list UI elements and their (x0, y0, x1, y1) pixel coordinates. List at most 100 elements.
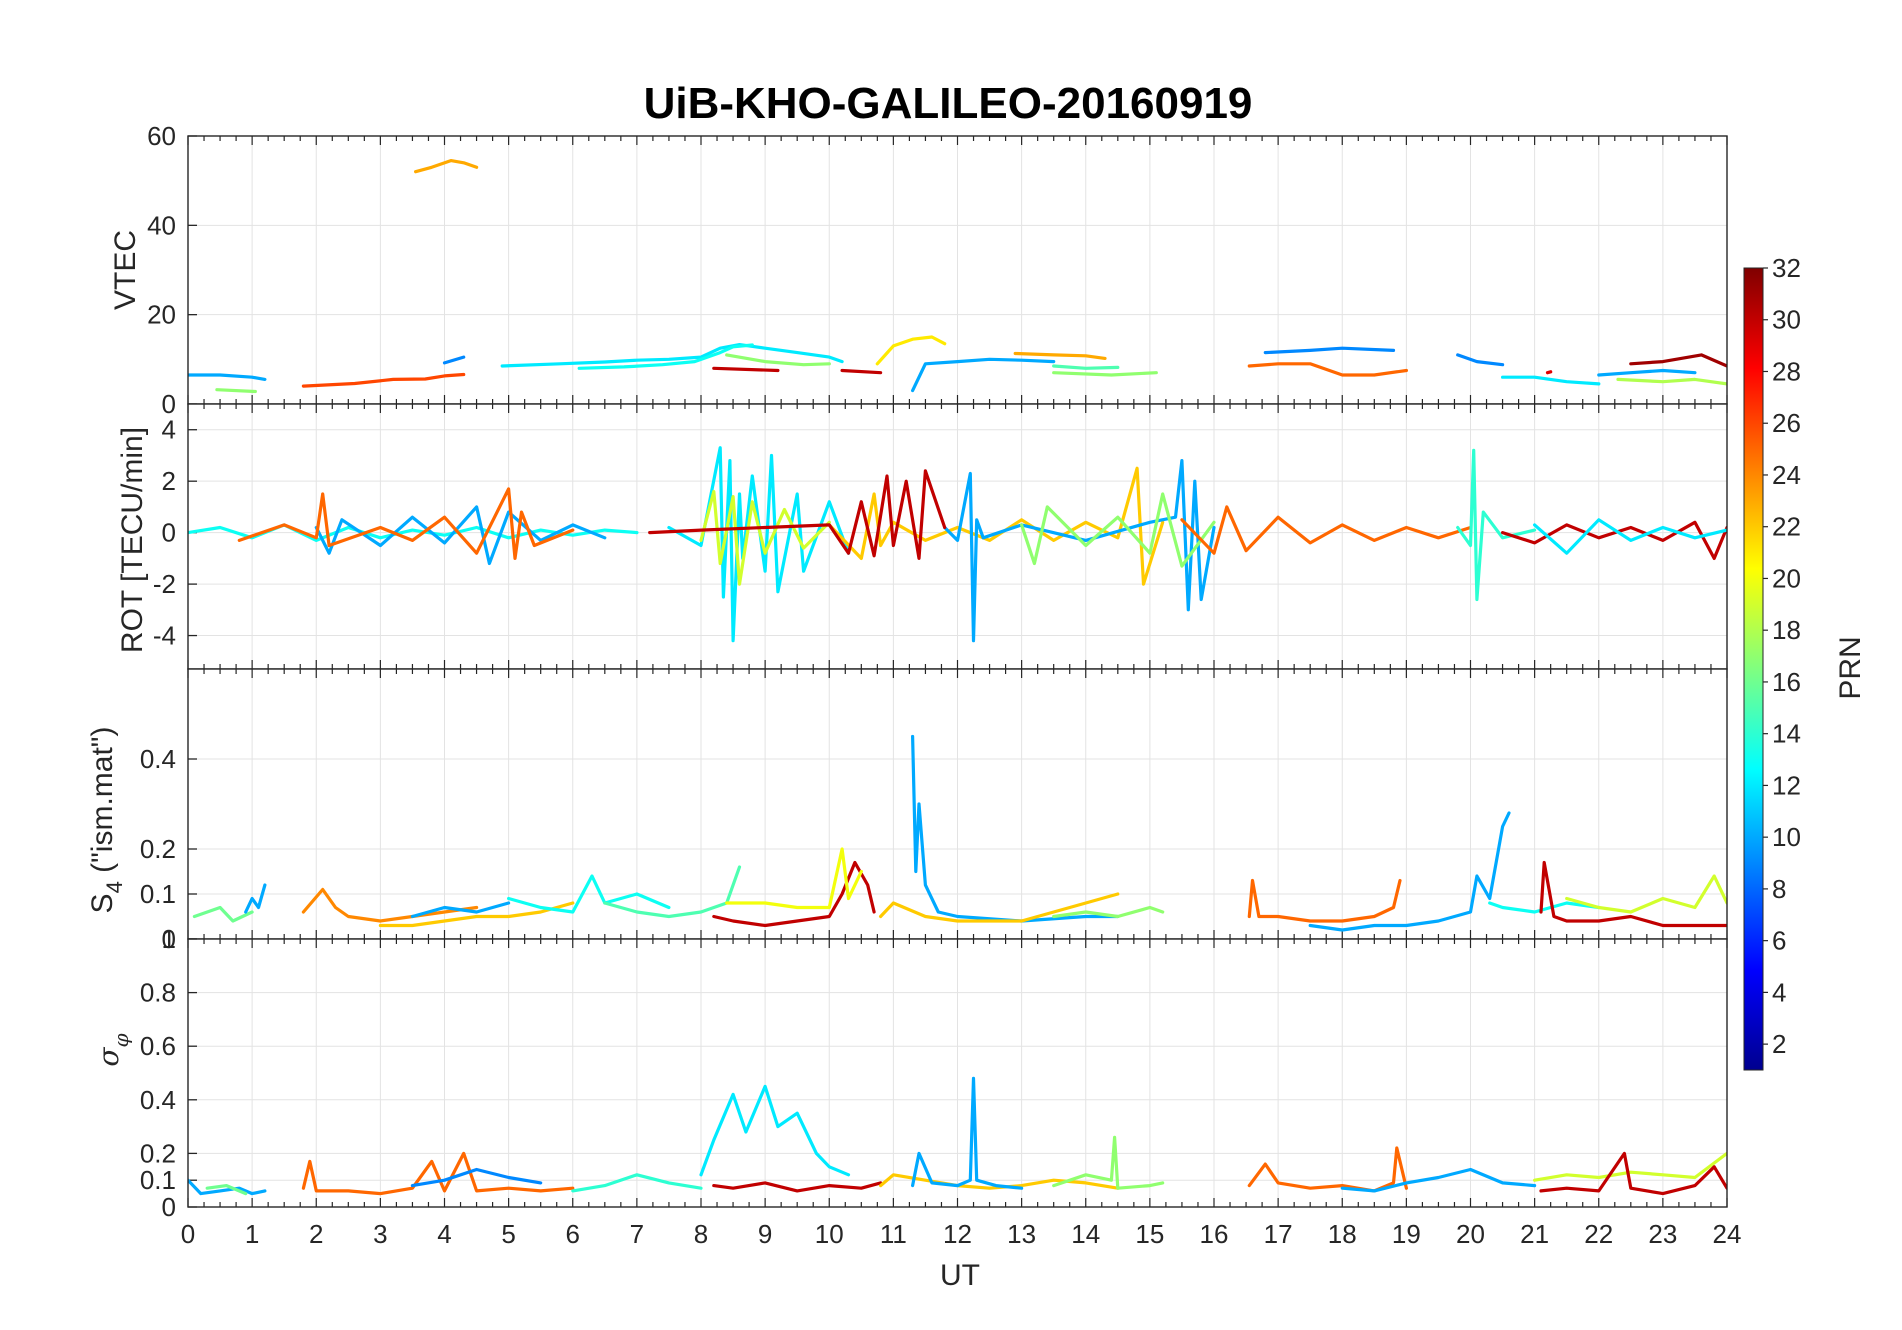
panel-2: 0.1 0.2 0.4 0 (140, 668, 1728, 954)
x-tick-label: 11 (880, 1219, 907, 1249)
series-prn-12-5 (699, 1084, 851, 1177)
colorbar-tick-label: 14 (1772, 719, 1801, 749)
series-prn-17-7 (1019, 492, 1216, 568)
colorbar-tick-label: 4 (1772, 977, 1786, 1007)
y-tick-label: 20 (147, 300, 176, 330)
series-prn-17-7 (725, 353, 831, 367)
x-tick-labels: 0 1 2 3 4 5 6 7 8 9 10 11 12 13 14 15 16 17 18 19 20 21 22 23 24 (181, 1219, 1742, 1249)
y-tick-label: 0.1 (140, 1165, 176, 1195)
x-tick-label: 8 (694, 1219, 708, 1249)
x-tick-label: 17 (1264, 1219, 1293, 1249)
series-prn-13-14 (1488, 901, 1601, 914)
series-prn-10-8 (910, 1076, 1024, 1190)
chart-title: UiB-KHO-GALILEO-20160919 (644, 79, 1253, 128)
y-tick-label: 0.8 (140, 978, 176, 1008)
series-prn-10-1 (314, 505, 607, 566)
colorbar-tick-label: 26 (1772, 408, 1801, 438)
series-prn-20-8 (725, 847, 863, 910)
x-tick-label: 21 (1520, 1219, 1549, 1249)
series-prn-26-2 (301, 372, 466, 388)
x-tick-label: 7 (630, 1219, 644, 1249)
series-prn-16-1 (205, 1183, 248, 1196)
x-tick-label: 13 (1007, 1219, 1036, 1249)
series-prn-19-12 (1532, 1151, 1727, 1182)
panels: 0204060-4-20240.10.20.4000.10.20.40.60.8… (140, 121, 1728, 1222)
series-prn-14-4 (571, 1173, 703, 1193)
series-prn-10-3 (410, 901, 511, 919)
colorbar-tick-label: 6 (1772, 926, 1786, 956)
s4-y-label: S4 ("ism.mat") (86, 727, 127, 914)
series-prn-21-10 (875, 335, 947, 366)
colorbar-label: PRN (1834, 636, 1867, 699)
series-prn-17-11 (1052, 905, 1165, 919)
x-tick-label: 24 (1713, 1219, 1742, 1249)
series-group (188, 446, 1727, 643)
colorbar-tick-label: 22 (1772, 512, 1801, 542)
y-tick-label: 40 (147, 210, 176, 240)
series-prn-13-5 (507, 874, 671, 914)
series-prn-25-12 (1247, 878, 1402, 923)
series-prn-25-2 (301, 1151, 575, 1196)
series-prn-25-9 (1180, 505, 1473, 555)
series-prn-29-19 (1545, 370, 1553, 375)
x-tick-label: 10 (815, 1219, 844, 1249)
series-prn-30-6 (712, 1181, 883, 1193)
series-prn-12-12 (1532, 518, 1727, 555)
series-prn-9-17 (1456, 353, 1505, 367)
series-group (188, 159, 1727, 394)
series-prn-17-14 (1052, 371, 1158, 377)
x-tick-label: 12 (943, 1219, 972, 1249)
series-prn-30-11 (1500, 520, 1727, 561)
x-tick-label: 2 (309, 1219, 323, 1249)
x-tick-label: 22 (1584, 1219, 1613, 1249)
colorbar-tick-label: 10 (1772, 822, 1801, 852)
series-prn-15-6 (603, 865, 742, 919)
series-prn-16-0 (192, 905, 254, 923)
colorbar-tick-label: 12 (1772, 770, 1801, 800)
y-tick-label: 0.4 (140, 1085, 176, 1115)
y-tick-label: 1 (162, 924, 176, 954)
y-tick-label: -4 (153, 621, 176, 651)
x-axis-label: UT (940, 1259, 980, 1292)
series-prn-22-7 (878, 1173, 1120, 1190)
x-tick-label: 16 (1200, 1219, 1229, 1249)
series-prn-30-7 (712, 860, 876, 928)
y-tick-label: 0 (162, 518, 176, 548)
series-prn-10-9 (910, 734, 1120, 923)
colorbar-gradient (1743, 267, 1764, 1071)
series-prn-14-10 (1456, 448, 1537, 602)
series-prn-30-8 (648, 469, 947, 561)
series-prn-25-2 (237, 487, 575, 561)
x-tick-label: 1 (245, 1219, 259, 1249)
x-tick-label: 4 (437, 1219, 451, 1249)
colorbar-tick-label: 18 (1772, 615, 1801, 645)
series-prn-10-6 (943, 459, 1216, 643)
series-prn-10-1 (244, 883, 267, 914)
series-prn-18-21 (1616, 377, 1727, 386)
x-tick-label: 19 (1392, 1219, 1421, 1249)
panel-0: 0 20 40 60 (147, 121, 1728, 419)
series-prn-30-13 (1539, 1151, 1727, 1196)
series-prn-25-16 (1247, 362, 1409, 377)
y-tick-label: 2 (162, 466, 176, 496)
series-prn-19-15 (1565, 874, 1727, 914)
y-tick-label: -2 (153, 569, 176, 599)
x-tick-label: 14 (1071, 1219, 1100, 1249)
x-tick-label: 15 (1135, 1219, 1164, 1249)
series-prn-13-6 (577, 343, 754, 370)
y-tick-label: 0 (162, 389, 176, 419)
y-tick-label: 0.2 (140, 834, 176, 864)
colorbar-tick-label: 32 (1772, 253, 1801, 283)
y-tick-label: 0 (162, 1192, 176, 1222)
panel-1: -4 -2 0 2 4 (153, 403, 1728, 670)
series-prn-22-4 (378, 901, 575, 928)
colorbar-tick-label: 2 (1772, 1029, 1786, 1059)
series-prn-12-5 (500, 343, 844, 368)
series-prn-31-22 (1629, 353, 1727, 368)
series-prn-10-11 (910, 357, 1056, 393)
series-prn-23-4 (414, 159, 479, 174)
series-prn-30-9 (840, 368, 883, 375)
